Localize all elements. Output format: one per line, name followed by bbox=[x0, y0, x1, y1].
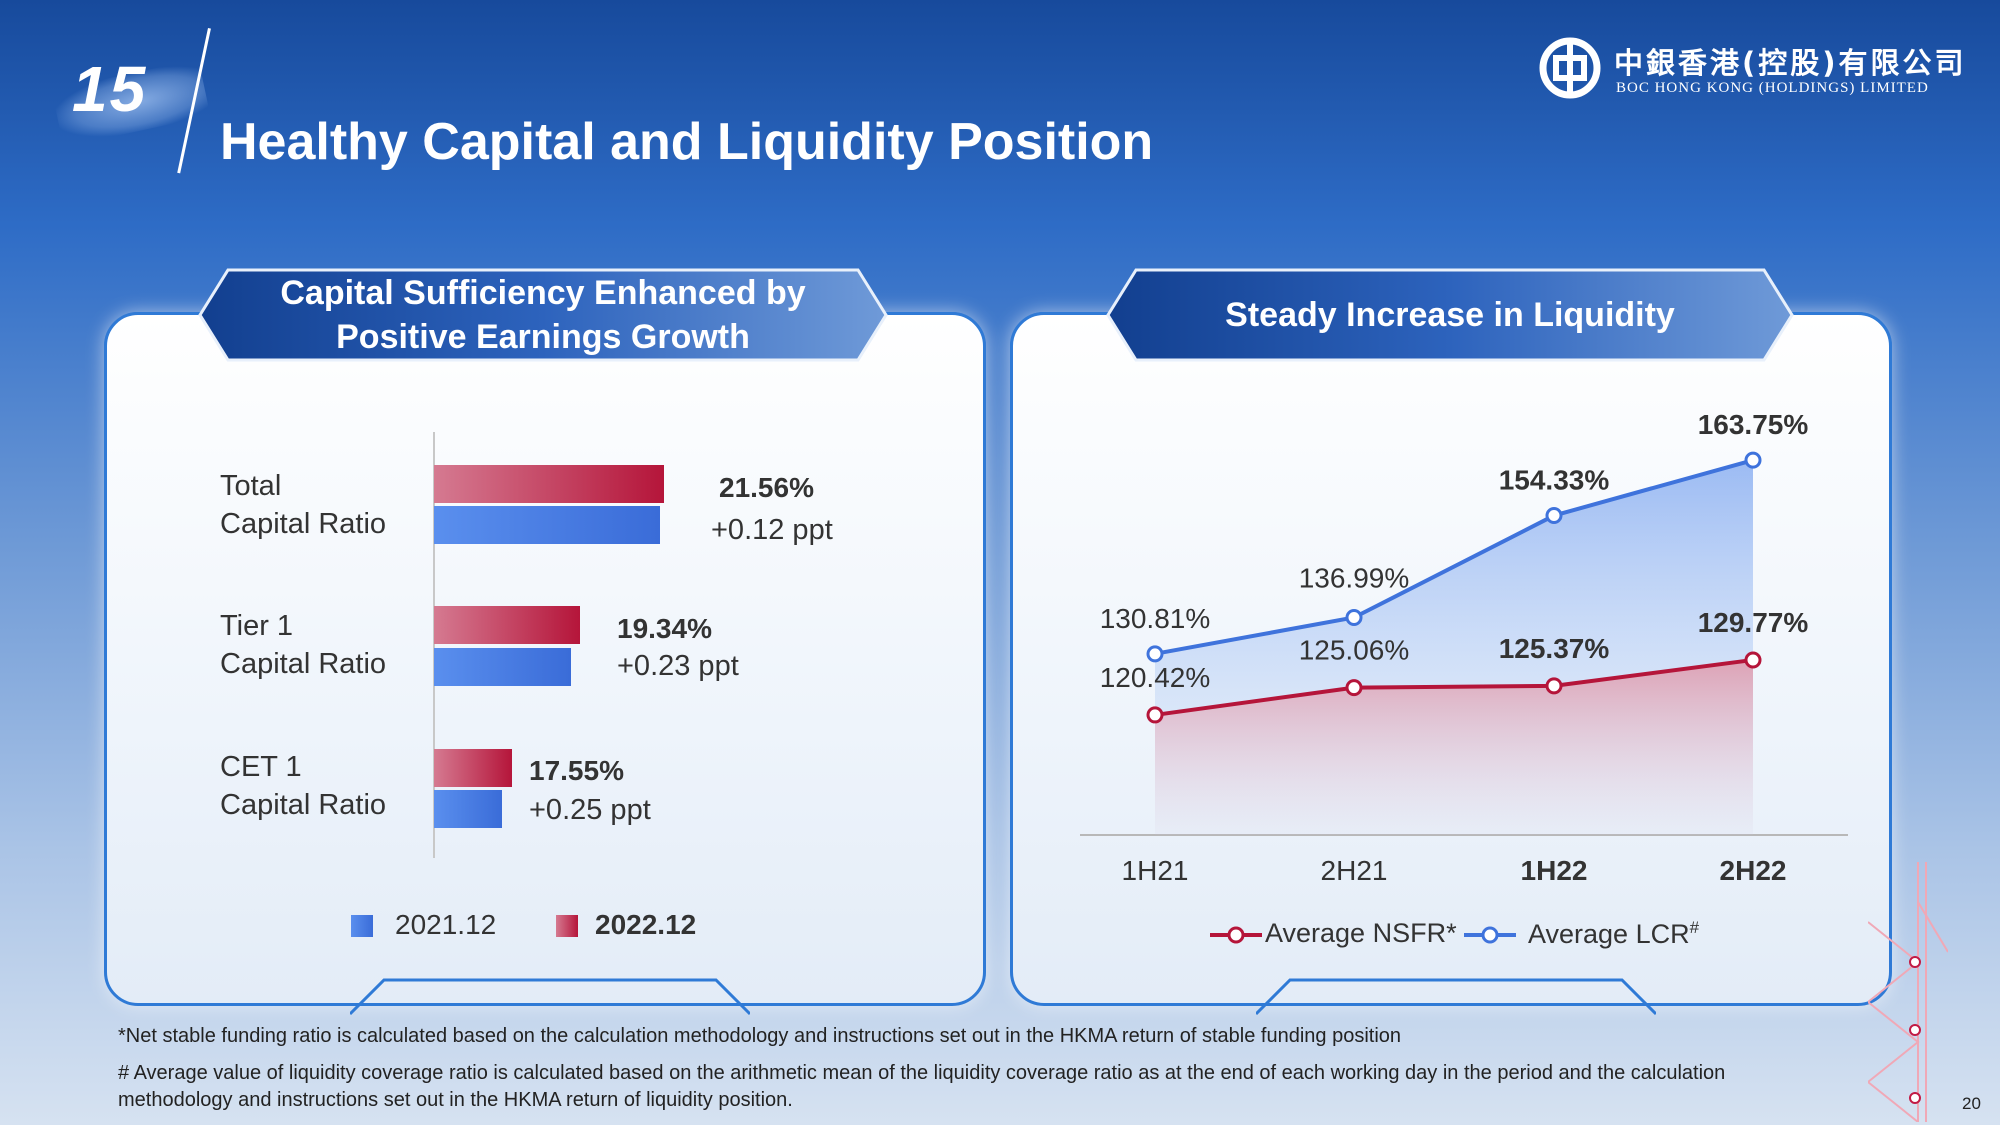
nsfr-data-label: 125.06% bbox=[1299, 635, 1410, 666]
bar-value-label-total: 21.56% bbox=[719, 472, 814, 503]
logo-chinese-name: 中銀香港(控股)有限公司 bbox=[1614, 46, 1967, 80]
bar-2022-total bbox=[434, 465, 665, 503]
bar-2021-cet1 bbox=[434, 790, 503, 828]
nsfr-point bbox=[1146, 706, 1164, 724]
bar-value-label-tier1: 19.34% bbox=[617, 613, 712, 644]
x-tick-label: 1H22 bbox=[1521, 855, 1588, 886]
lcr-point bbox=[1345, 608, 1363, 626]
boc-logo-icon bbox=[1539, 37, 1601, 99]
legend-label-lcr-text: Average LCR bbox=[1528, 919, 1690, 949]
bar-delta-label-cet1: +0.25 ppt bbox=[529, 794, 651, 826]
liquidity-banner-title: Steady Increase in Liquidity bbox=[1225, 296, 1675, 334]
bar-delta-label-tier1: +0.23 ppt bbox=[617, 650, 739, 682]
legend-label-lcr-mark: # bbox=[1689, 918, 1700, 937]
legend-nsfr-marker-point bbox=[1227, 926, 1245, 944]
lcr-point bbox=[1146, 645, 1164, 663]
nsfr-point bbox=[1744, 651, 1762, 669]
bar-value-label-cet1: 17.55% bbox=[529, 755, 624, 786]
bar-category-line2: Capital Ratio bbox=[220, 508, 387, 540]
legend-label-2021: 2021.12 bbox=[395, 909, 497, 940]
lcr-data-label: 136.99% bbox=[1299, 562, 1410, 593]
liquidity-panel-notch bbox=[1256, 978, 1656, 1016]
x-tick-label: 2H22 bbox=[1720, 855, 1787, 886]
bar-2021-tier1 bbox=[434, 648, 572, 686]
bar-delta-label-total: +0.12 ppt bbox=[711, 514, 833, 546]
bar-category-line2: Capital Ratio bbox=[220, 789, 387, 821]
bar-category-line1: Total bbox=[220, 470, 282, 502]
x-tick-label: 2H21 bbox=[1321, 855, 1388, 886]
legend-label-2022: 2022.12 bbox=[595, 909, 697, 940]
page-title: Healthy Capital and Liquidity Position bbox=[220, 113, 1154, 171]
legend-swatch-2021 bbox=[351, 915, 373, 937]
legend-label-lcr: Average LCR# bbox=[1528, 918, 1699, 950]
nsfr-data-label: 125.37% bbox=[1499, 633, 1610, 664]
lcr-data-label: 163.75% bbox=[1698, 409, 1809, 440]
bar-category-label-tier1: Tier 1 Capital Ratio bbox=[220, 607, 386, 683]
liquidity-banner: Steady Increase in Liquidity bbox=[1106, 268, 1794, 362]
bar-category-line1: Tier 1 bbox=[220, 610, 294, 642]
footnote-lcr-line1: # Average value of liquidity coverage ra… bbox=[118, 1062, 1726, 1084]
legend-swatch-2022 bbox=[556, 915, 578, 937]
nsfr-point bbox=[1545, 677, 1563, 695]
footnote-lcr-line2: methodology and instructions set out in … bbox=[118, 1089, 793, 1111]
nsfr-data-label: 120.42% bbox=[1100, 662, 1211, 693]
slide-number: 15 bbox=[72, 53, 148, 125]
logo-english-name: BOC HONG KONG (HOLDINGS) LIMITED bbox=[1616, 80, 1929, 96]
legend-lcr-marker-point bbox=[1481, 926, 1499, 944]
bar-category-line2: Capital Ratio bbox=[220, 648, 387, 680]
capital-banner-line2: Positive Earnings Growth bbox=[336, 318, 750, 356]
bar-2022-tier1 bbox=[434, 606, 580, 644]
bar-category-label-cet1: CET 1 Capital Ratio bbox=[220, 748, 386, 824]
lcr-point bbox=[1545, 507, 1563, 525]
legend-label-nsfr: Average NSFR* bbox=[1265, 918, 1457, 948]
capital-banner: Capital Sufficiency Enhanced by Positive… bbox=[198, 268, 888, 362]
lcr-data-label: 154.33% bbox=[1499, 465, 1610, 496]
bar-2022-cet1 bbox=[434, 749, 512, 787]
page-number: 20 bbox=[1962, 1094, 1981, 1113]
nsfr-area bbox=[1155, 659, 1753, 835]
footnote-nsfr: *Net stable funding ratio is calculated … bbox=[118, 1025, 1402, 1047]
nsfr-data-label: 129.77% bbox=[1698, 607, 1809, 638]
tower-decoration-icon bbox=[1868, 862, 1948, 1122]
bar-category-label-total: Total Capital Ratio bbox=[220, 467, 386, 543]
capital-panel-notch bbox=[350, 978, 750, 1016]
bar-2021-total bbox=[434, 506, 660, 544]
capital-banner-line1: Capital Sufficiency Enhanced by bbox=[280, 274, 806, 312]
lcr-point bbox=[1744, 451, 1762, 469]
nsfr-line bbox=[1154, 657, 1754, 717]
x-tick-label: 1H21 bbox=[1122, 855, 1189, 886]
bar-category-line1: CET 1 bbox=[220, 751, 302, 783]
lcr-data-label: 130.81% bbox=[1100, 603, 1211, 634]
company-logo: 中銀香港(控股)有限公司 BOC HONG KONG (HOLDINGS) LI… bbox=[1538, 36, 1964, 108]
nsfr-point bbox=[1345, 679, 1363, 697]
lcr-line bbox=[1154, 458, 1754, 656]
bar-chart-axis bbox=[433, 432, 435, 858]
